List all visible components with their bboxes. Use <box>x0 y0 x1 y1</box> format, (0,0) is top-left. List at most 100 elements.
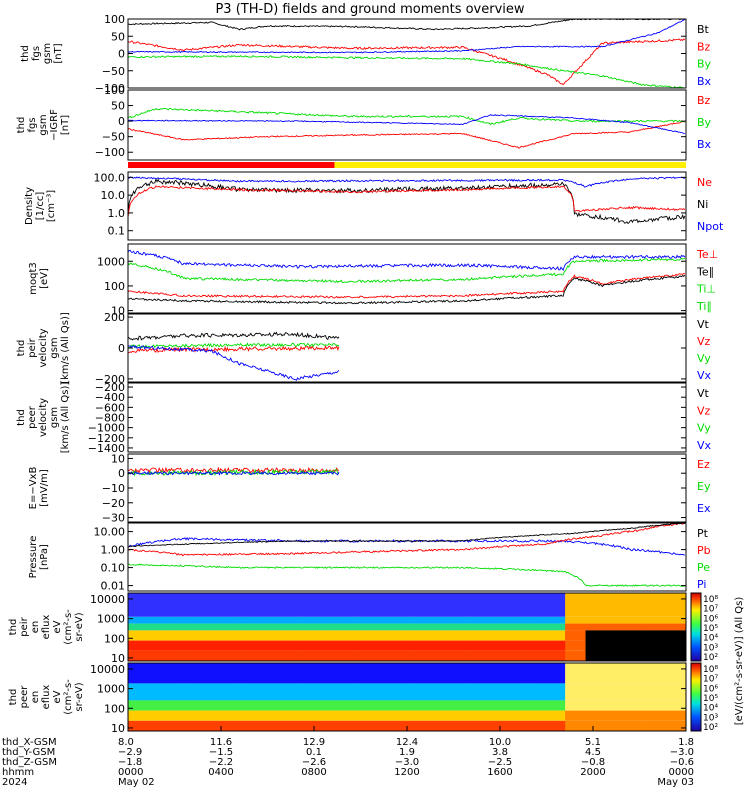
spectrogram-cell <box>351 710 361 721</box>
panel-fgs-plot <box>128 19 686 88</box>
spectrogram-cell <box>360 640 371 651</box>
spectrogram-cell <box>295 700 306 711</box>
y-tick-label: 0 <box>118 342 125 355</box>
legend-entry: Ez <box>697 458 710 471</box>
spectrogram-cell <box>323 630 334 641</box>
spectrogram-cell <box>193 640 203 651</box>
spectrogram-cell <box>407 710 417 721</box>
spectrogram-cell <box>146 683 157 701</box>
spectrogram-cell <box>369 663 380 684</box>
spectrogram-cell <box>379 710 389 721</box>
spectrogram-cell <box>286 720 296 731</box>
spectrogram-cell <box>630 593 640 617</box>
mode-bar-fast <box>128 162 335 168</box>
spectrogram-cell <box>314 700 324 711</box>
legend-entry: By <box>697 58 712 71</box>
spectrogram-cell <box>286 623 296 631</box>
y-tick-label: −50 <box>102 131 125 144</box>
y-label-line: gsm <box>42 43 53 64</box>
spectrogram-cell <box>481 593 492 617</box>
spectrogram-cell <box>388 683 399 701</box>
spectrogram-cell <box>295 720 306 731</box>
y-label-line: gsm <box>49 407 60 428</box>
spectrogram-cell <box>667 683 678 701</box>
spectrogram-cell <box>211 616 222 624</box>
spectrogram-cell <box>481 640 492 651</box>
spectrogram-cell <box>304 593 315 617</box>
spectrogram-cell <box>472 700 482 711</box>
spectrogram-cell <box>155 710 166 721</box>
spectrogram-cell <box>388 593 399 617</box>
spectrogram-cell <box>155 640 166 651</box>
spectrogram-cell <box>332 700 343 711</box>
spectrogram-cell <box>193 630 203 641</box>
spectrogram-cell <box>146 650 157 661</box>
spectrogram-cell <box>351 630 361 641</box>
spectrogram-cell <box>128 710 138 721</box>
spectrogram-cell <box>332 640 343 651</box>
x-row-label: thd_Z-GSM <box>2 757 57 768</box>
legend: Vt Vz Vy Vx <box>697 318 712 382</box>
spectrogram-cell <box>416 623 427 631</box>
y-tick-label: 1000 <box>97 613 125 626</box>
spectrogram-cell <box>323 683 334 701</box>
colorbar-tick: 10⁴ <box>703 634 718 644</box>
spectrogram-cell <box>518 663 529 684</box>
x-tick-label: 0000 <box>118 767 143 778</box>
spectrogram-cell <box>667 720 678 731</box>
spectrogram-cell <box>472 663 482 684</box>
spectrogram-cell <box>574 630 585 641</box>
spectrogram-cell <box>509 593 520 617</box>
spectrogram-cell <box>388 616 399 624</box>
series-line <box>128 342 340 349</box>
spectrogram-cell <box>258 640 268 651</box>
spectrogram-cell <box>565 623 575 631</box>
spectrogram-cell <box>388 650 399 661</box>
spectrogram-cell <box>295 616 306 624</box>
spectrogram-cell <box>667 710 678 721</box>
spectrogram-cell <box>230 710 241 721</box>
spectrogram-cell <box>239 616 250 624</box>
spectrogram-cell <box>500 720 510 731</box>
y-label-line: [eV] <box>39 268 50 289</box>
y-tick-label: −1000 <box>88 422 125 435</box>
spectrogram-cell <box>397 710 408 721</box>
legend-entry: Pi <box>697 578 706 591</box>
spectrogram-cell <box>165 640 175 651</box>
spectrogram-cell <box>546 710 557 721</box>
spectrogram-cell <box>128 683 138 701</box>
spectrogram-cell <box>648 623 659 631</box>
y-tick-label: 10.00 <box>94 526 126 539</box>
spectrogram-cell <box>434 663 445 684</box>
spectrogram-cell <box>546 593 557 617</box>
y-label-line: eflux <box>41 615 52 640</box>
spectrogram-cell <box>509 720 520 731</box>
mode-bar-slow <box>334 162 686 168</box>
spectrogram-cell <box>425 650 436 661</box>
spectrogram-cell <box>276 616 287 624</box>
spectrogram-cell <box>407 700 417 711</box>
spectrogram-cell <box>221 630 231 641</box>
spectrogram-cell <box>202 616 213 624</box>
spectrogram-cell <box>425 630 436 641</box>
spectrogram-cell <box>555 640 566 651</box>
spectrogram-cell <box>527 720 538 731</box>
spectrogram-cell <box>583 593 594 617</box>
spectrogram-cell <box>416 616 427 624</box>
spectrogram-cell <box>155 616 166 624</box>
spectrogram-cell <box>462 700 473 711</box>
series-line <box>128 185 686 218</box>
legend: Bz By Bx <box>697 94 712 151</box>
spectrogram-cell <box>137 616 148 624</box>
series-line <box>128 38 686 86</box>
spectrogram-cell <box>537 683 547 701</box>
series-line <box>128 121 686 149</box>
spectrogram-cell <box>221 663 231 684</box>
y-label-line: peer <box>19 685 30 709</box>
spectrogram-cell <box>546 700 557 711</box>
spectrogram-cell <box>658 663 668 684</box>
spectrogram-cell <box>676 710 686 721</box>
spectrogram-cell <box>221 616 231 624</box>
spectrogram-cell <box>481 683 492 701</box>
spectrogram-cell <box>239 650 250 661</box>
